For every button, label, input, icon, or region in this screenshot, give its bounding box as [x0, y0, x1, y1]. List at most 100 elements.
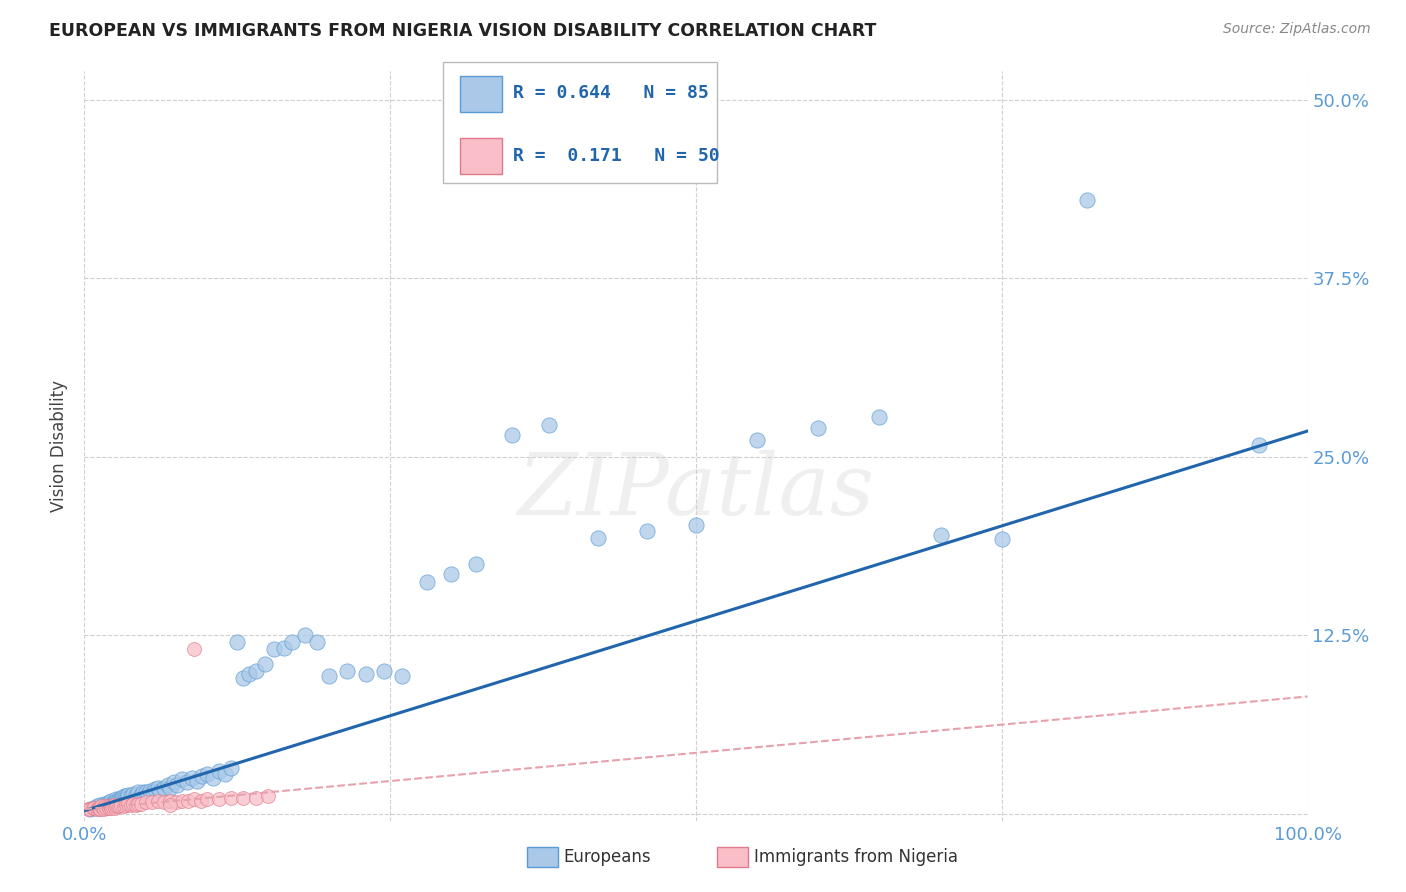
Point — [191, 769, 214, 783]
Point — [245, 790, 267, 805]
Point — [114, 792, 136, 806]
Text: R =  0.171   N = 50: R = 0.171 N = 50 — [513, 147, 720, 165]
Y-axis label: Vision Disability: Vision Disability — [51, 380, 69, 512]
Point — [165, 795, 187, 809]
Point — [146, 794, 169, 808]
Point — [183, 642, 205, 657]
Point — [336, 664, 359, 678]
Point — [172, 772, 194, 787]
Point — [190, 794, 212, 808]
Point — [143, 782, 166, 797]
Point — [122, 787, 145, 801]
Point — [177, 794, 200, 808]
Point — [238, 666, 260, 681]
Point — [117, 788, 139, 802]
Point — [373, 664, 395, 678]
Point — [79, 802, 101, 816]
Point — [97, 795, 120, 809]
Point — [83, 801, 105, 815]
Point — [132, 785, 155, 799]
Point — [91, 801, 114, 815]
Point — [142, 785, 165, 799]
Point — [176, 775, 198, 789]
Point — [747, 433, 769, 447]
Point — [90, 799, 112, 814]
Point — [111, 792, 134, 806]
Point — [89, 797, 111, 812]
Point — [166, 778, 188, 792]
Point — [440, 566, 463, 581]
Point — [219, 790, 242, 805]
Point — [94, 799, 117, 814]
Point — [172, 794, 194, 808]
Point — [263, 642, 285, 657]
Point — [254, 657, 277, 671]
Point — [245, 664, 267, 678]
Point — [502, 428, 524, 442]
Point — [929, 528, 952, 542]
Point — [105, 792, 128, 806]
Point — [163, 775, 186, 789]
Point — [89, 802, 111, 816]
Point — [636, 524, 658, 538]
Point — [105, 794, 128, 808]
Point — [183, 792, 205, 806]
Point — [135, 785, 157, 799]
Point — [153, 795, 176, 809]
Point — [115, 797, 138, 812]
Point — [100, 794, 122, 808]
Point — [93, 802, 115, 816]
Point — [257, 789, 280, 804]
Point — [139, 783, 162, 797]
Point — [156, 778, 179, 792]
Point — [127, 785, 149, 799]
Point — [538, 418, 561, 433]
Point — [135, 795, 157, 809]
Point — [586, 531, 609, 545]
Point — [101, 797, 124, 811]
Point — [110, 790, 132, 805]
Point — [120, 789, 142, 804]
Point — [87, 801, 110, 815]
Point — [115, 790, 138, 805]
Point — [110, 797, 132, 812]
Point — [149, 783, 172, 797]
Point — [219, 761, 242, 775]
Point — [1247, 438, 1270, 452]
Point — [354, 666, 377, 681]
Text: Immigrants from Nigeria: Immigrants from Nigeria — [754, 848, 957, 866]
Point — [1076, 193, 1098, 207]
Point — [195, 792, 218, 806]
Text: Europeans: Europeans — [564, 848, 651, 866]
Point — [93, 797, 115, 811]
Point — [94, 799, 117, 814]
Point — [141, 795, 163, 809]
Point — [136, 787, 159, 801]
Point — [195, 766, 218, 780]
Point — [281, 635, 304, 649]
Point — [318, 669, 340, 683]
Point — [125, 788, 148, 802]
Point — [391, 669, 413, 683]
Point — [86, 799, 108, 814]
Point — [103, 797, 125, 812]
Point — [214, 766, 236, 780]
Point — [98, 799, 121, 814]
Point — [208, 792, 231, 806]
Point — [869, 409, 891, 424]
Point — [991, 533, 1014, 547]
Point — [77, 802, 100, 816]
Point — [127, 797, 149, 811]
Point — [305, 635, 328, 649]
Point — [129, 788, 152, 802]
Point — [464, 557, 486, 571]
Point — [273, 640, 295, 655]
Point — [83, 801, 105, 815]
Point — [201, 771, 224, 785]
Text: ZIPatlas: ZIPatlas — [517, 450, 875, 533]
Point — [82, 801, 104, 815]
Point — [100, 801, 122, 815]
Text: Source: ZipAtlas.com: Source: ZipAtlas.com — [1223, 22, 1371, 37]
Point — [120, 797, 142, 812]
Point — [122, 797, 145, 811]
